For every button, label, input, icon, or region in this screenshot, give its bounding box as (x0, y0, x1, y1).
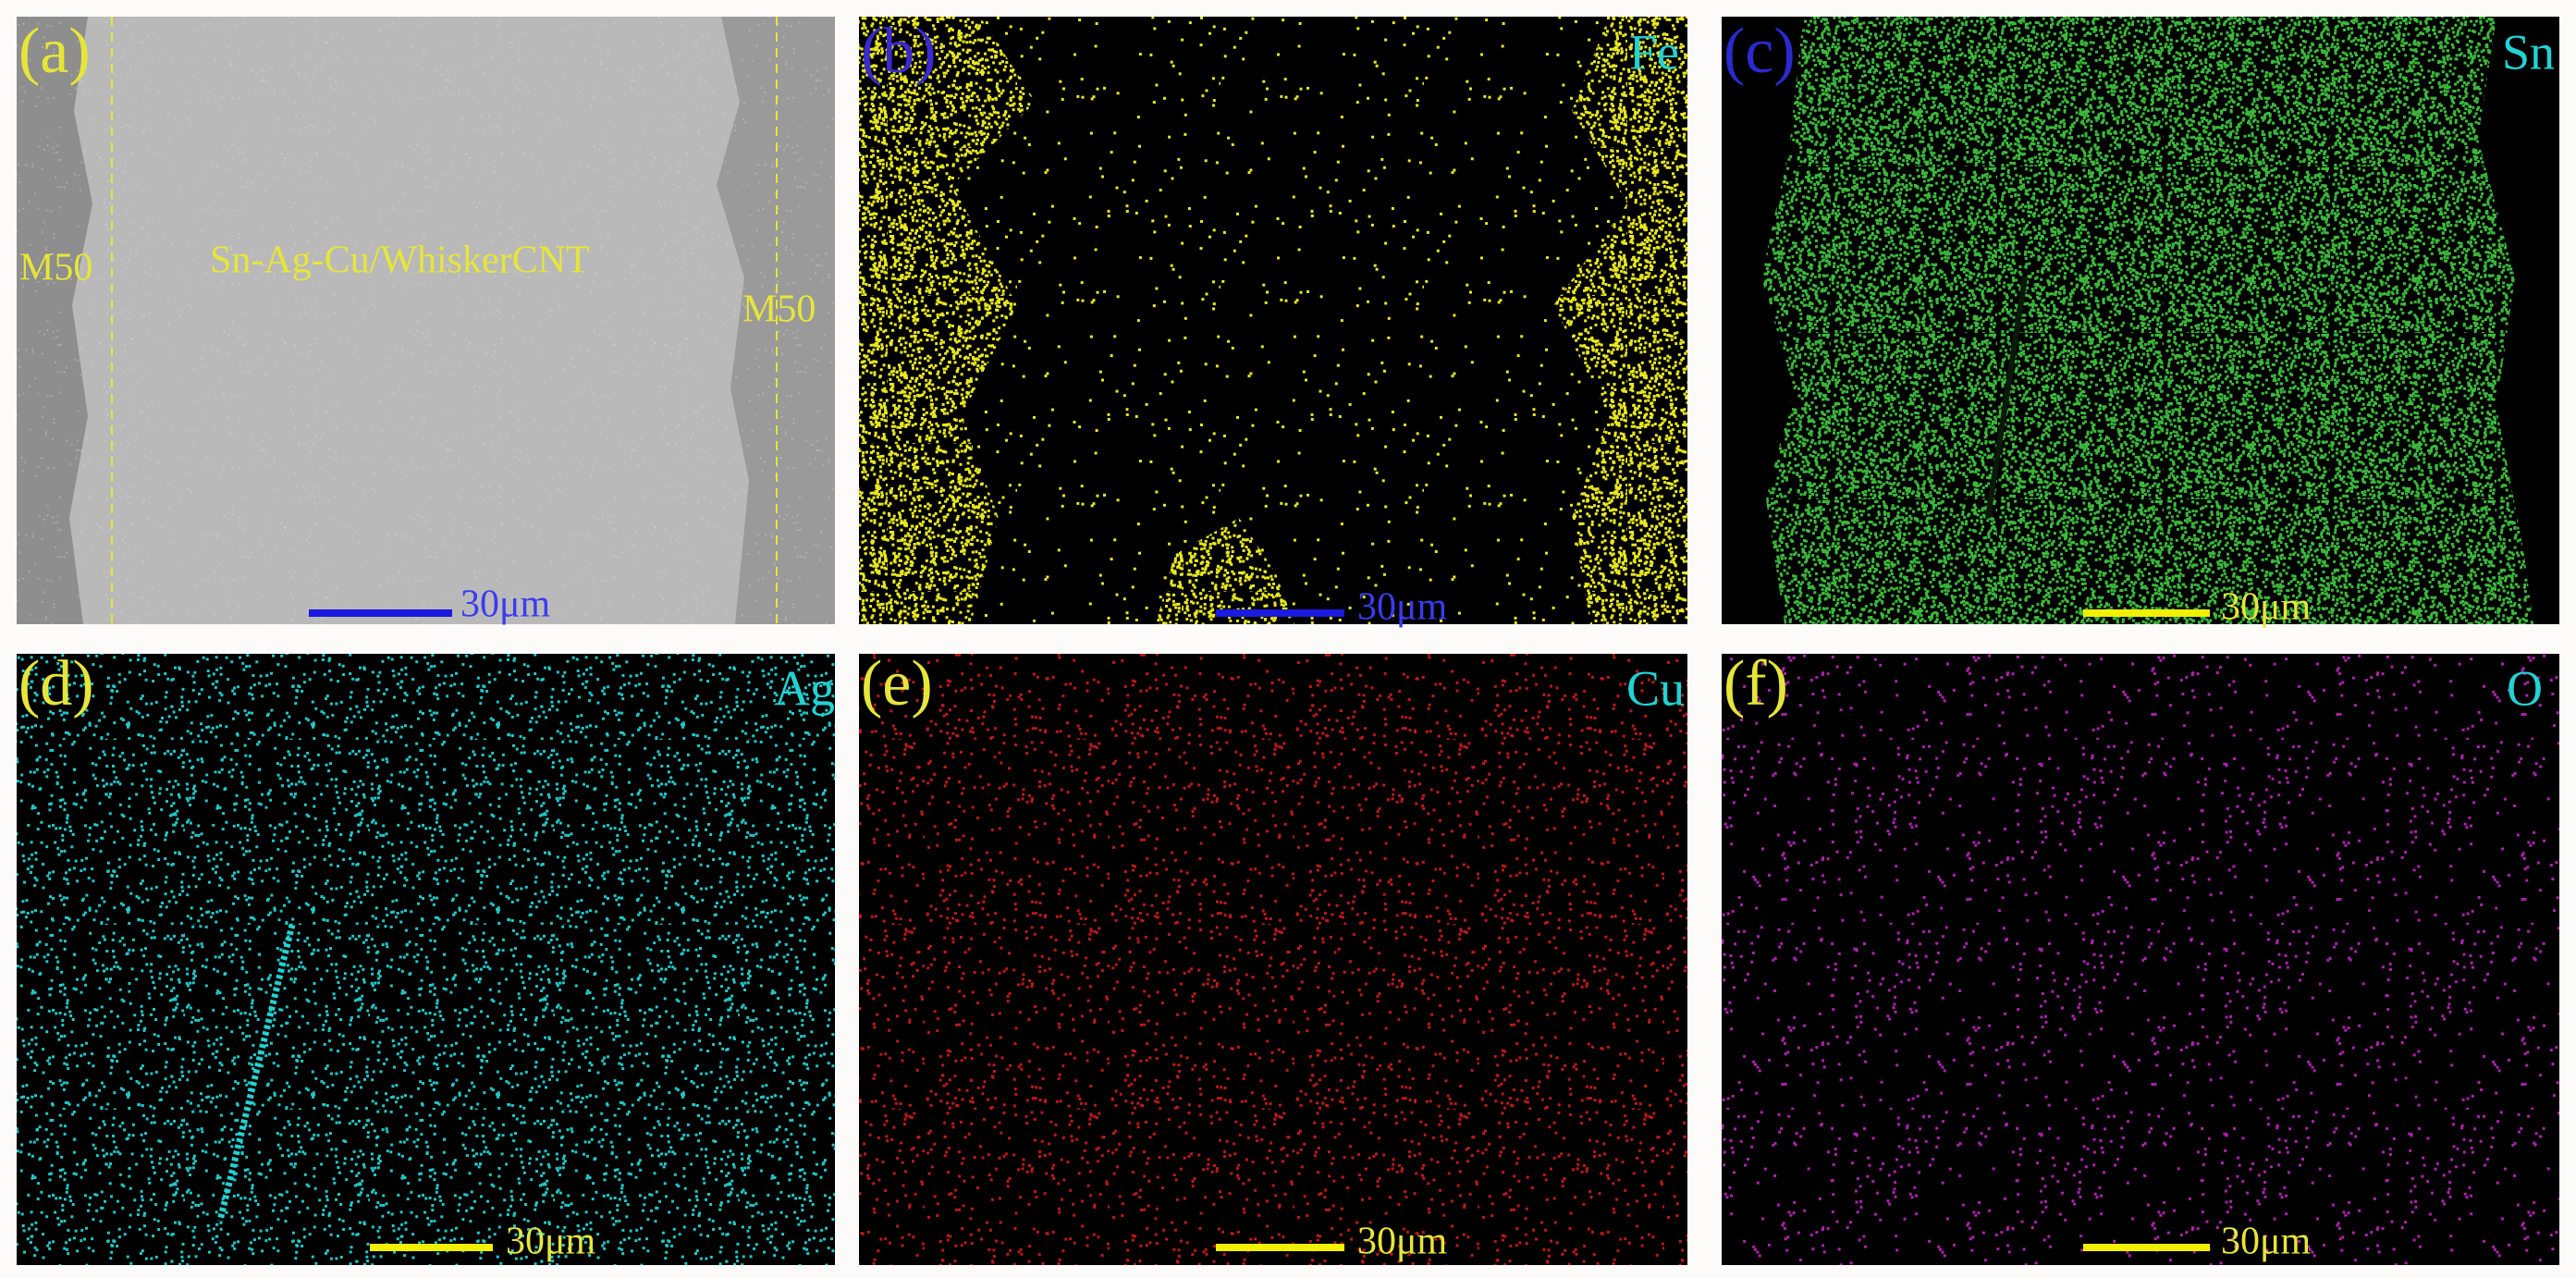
scale-bar (1216, 1244, 1344, 1251)
panel-label: (b) (861, 16, 937, 87)
panel-f: (f) O 30μm (1722, 648, 2559, 1265)
eds-dense (1156, 518, 1294, 624)
scale-bar (2083, 609, 2210, 617)
annotation: M50 (19, 247, 92, 289)
annotation: M50 (742, 289, 816, 331)
crack (1985, 276, 2028, 519)
scale-bar (2083, 1244, 2210, 1251)
scale-bar-label: 30μm (460, 584, 551, 626)
annotation: Sn-Ag-Cu/WhiskerCNT (210, 240, 590, 282)
panel-a: (a) M50 Sn-Ag-Cu/WhiskerCNT M50 30μm (17, 16, 835, 626)
panel-b: (b) Fe 30μm (859, 16, 1687, 629)
panel-c: (c) Sn 30μm (1722, 16, 2559, 629)
scale-bar (370, 1244, 493, 1251)
panel-label: (c) (1723, 16, 1796, 87)
scale-bar-label: 30μm (506, 1221, 596, 1263)
eds-dense (859, 17, 1036, 624)
scale-bar (309, 609, 452, 617)
eds-dots (1722, 654, 2559, 1265)
panel-d: (d) Ag 30μm (17, 648, 835, 1265)
scale-bar-label: 30μm (2221, 1221, 2312, 1263)
eds-dots (17, 654, 835, 1265)
scale-bar-label: 30μm (1357, 1221, 1448, 1263)
eds-dense (1553, 17, 1687, 624)
sem-texture (17, 17, 835, 624)
streak (216, 924, 296, 1222)
eds-dense (1761, 17, 2533, 624)
scale-bar (1216, 609, 1344, 617)
element-label: Ag (774, 660, 835, 716)
element-label: Cu (1626, 660, 1685, 716)
panel-label: (d) (18, 648, 94, 719)
scale-bar-label: 30μm (1357, 586, 1448, 629)
element-label: Fe (1629, 24, 1679, 80)
panel-label: (f) (1723, 648, 1788, 719)
panel-label: (e) (861, 648, 933, 719)
eds-dots (859, 654, 1687, 1265)
element-label: O (2507, 660, 2543, 716)
panel-label: (a) (18, 16, 91, 87)
panel-e: (e) Cu 30μm (859, 648, 1687, 1265)
scale-bar-label: 30μm (2221, 586, 2312, 629)
element-label: Sn (2502, 24, 2555, 80)
